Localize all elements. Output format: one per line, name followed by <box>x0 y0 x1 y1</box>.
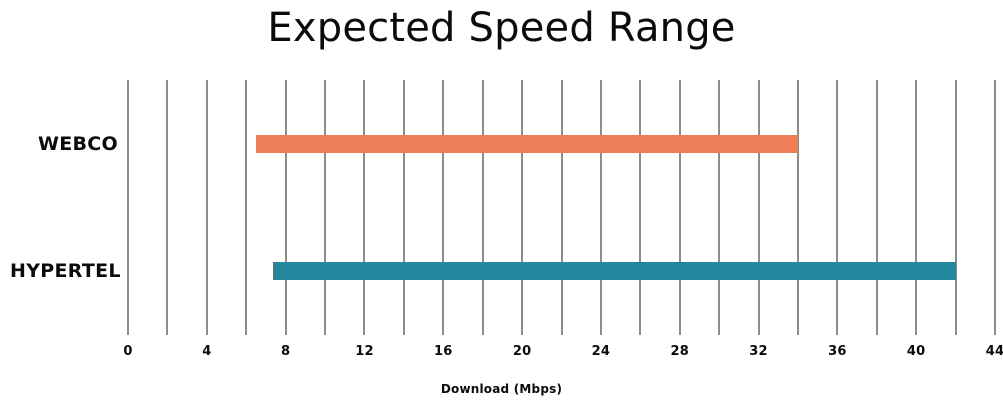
gridline <box>402 80 405 335</box>
x-tick-label: 16 <box>434 344 453 359</box>
range-bar-webco[interactable] <box>256 134 798 153</box>
gridline <box>442 80 445 335</box>
category-label-webco: WEBCO <box>37 132 118 155</box>
gridline <box>245 80 248 335</box>
chart-title: Expected Speed Range <box>267 5 736 51</box>
range-bar-hypertel[interactable] <box>272 262 956 281</box>
gridline <box>560 80 563 335</box>
gridline <box>639 80 642 335</box>
gridline <box>127 80 129 335</box>
gridline <box>166 80 169 335</box>
gridline <box>599 80 602 335</box>
gridline <box>521 80 524 335</box>
y-axis-category-labels: WEBCO HYPERTEL <box>0 80 128 335</box>
category-label-hypertel: HYPERTEL <box>10 260 121 283</box>
gridline <box>481 80 484 335</box>
gridline <box>796 80 799 335</box>
x-tick-label: 8 <box>281 344 291 359</box>
gridline <box>836 80 839 335</box>
x-axis-title: Download (Mbps) <box>440 382 563 396</box>
x-tick-label: 36 <box>828 344 847 359</box>
x-axis-tick-labels: 0 4 8 12 16 20 24 28 32 36 40 44 <box>123 344 1003 364</box>
x-tick-label: 4 <box>202 344 212 359</box>
x-tick-label: 24 <box>591 344 611 359</box>
gridline <box>757 80 760 335</box>
gridline <box>678 80 681 335</box>
gridline <box>875 80 878 335</box>
x-tick-label: 44 <box>985 344 1003 359</box>
gridline <box>324 80 327 335</box>
gridline <box>284 80 287 335</box>
gridline <box>915 80 918 335</box>
gridline <box>718 80 721 335</box>
x-tick-label: 0 <box>123 344 133 359</box>
x-tick-label: 28 <box>670 344 689 359</box>
gridline <box>994 80 996 335</box>
x-tick-label: 32 <box>749 344 768 359</box>
x-tick-label: 12 <box>355 344 374 359</box>
x-tick-label: 40 <box>906 344 926 359</box>
plot-area <box>127 80 996 335</box>
x-tick-label: 20 <box>512 344 532 359</box>
gridline <box>363 80 366 335</box>
gridline <box>205 80 208 335</box>
gridline <box>954 80 957 335</box>
